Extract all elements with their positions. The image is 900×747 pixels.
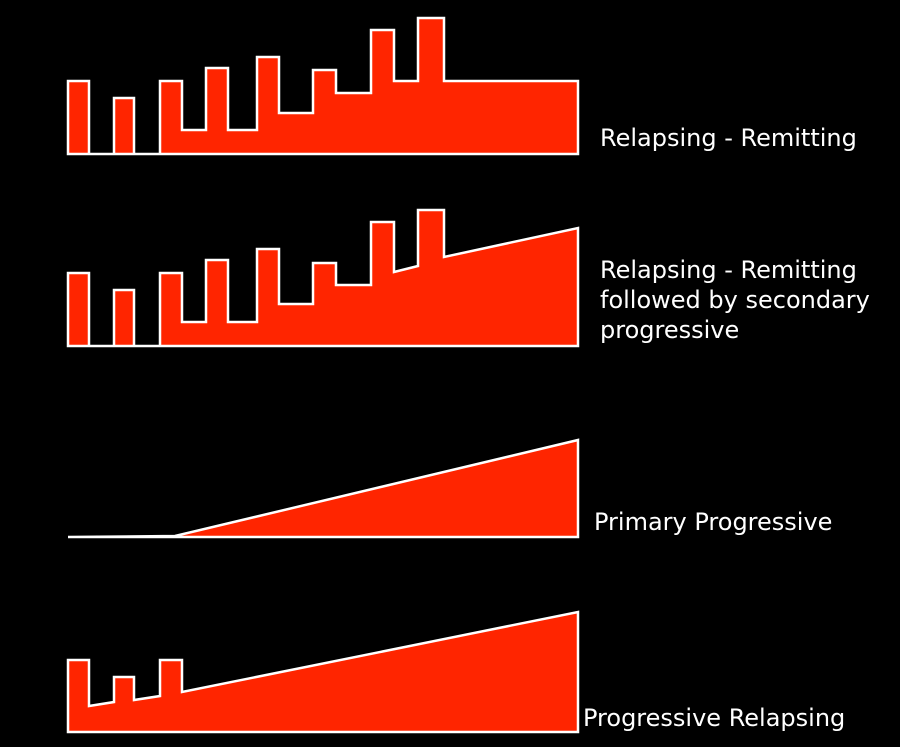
panel-relapsing-remitting: Relapsing - Remitting: [66, 16, 857, 156]
label-line: Primary Progressive: [594, 508, 832, 536]
panel-relapsing-remitting-secondary-progressive: Relapsing - Remitting followed by second…: [66, 208, 878, 348]
label-line: Relapsing - Remitting: [600, 256, 857, 284]
label-line: progressive: [600, 316, 739, 344]
label-line: Progressive Relapsing: [583, 704, 845, 732]
label-relapsing-remitting-secondary-progressive: Relapsing - Remitting followed by second…: [600, 256, 878, 344]
label-primary-progressive: Primary Progressive: [594, 508, 832, 536]
label-relapsing-remitting: Relapsing - Remitting: [600, 124, 857, 152]
primary-progressive-shape: [67, 438, 580, 539]
panel-progressive-relapsing: Progressive Relapsing: [66, 610, 845, 734]
label-progressive-relapsing: Progressive Relapsing: [583, 704, 845, 732]
progressive-relapsing-shape: [66, 610, 580, 734]
panel-primary-progressive: Primary Progressive: [67, 438, 832, 539]
label-line: followed by secondary: [600, 286, 870, 314]
relapsing-remitting-secondary-progressive-shape: [66, 208, 580, 348]
relapsing-remitting-shape: [66, 16, 580, 156]
label-line: Relapsing - Remitting: [600, 124, 857, 152]
